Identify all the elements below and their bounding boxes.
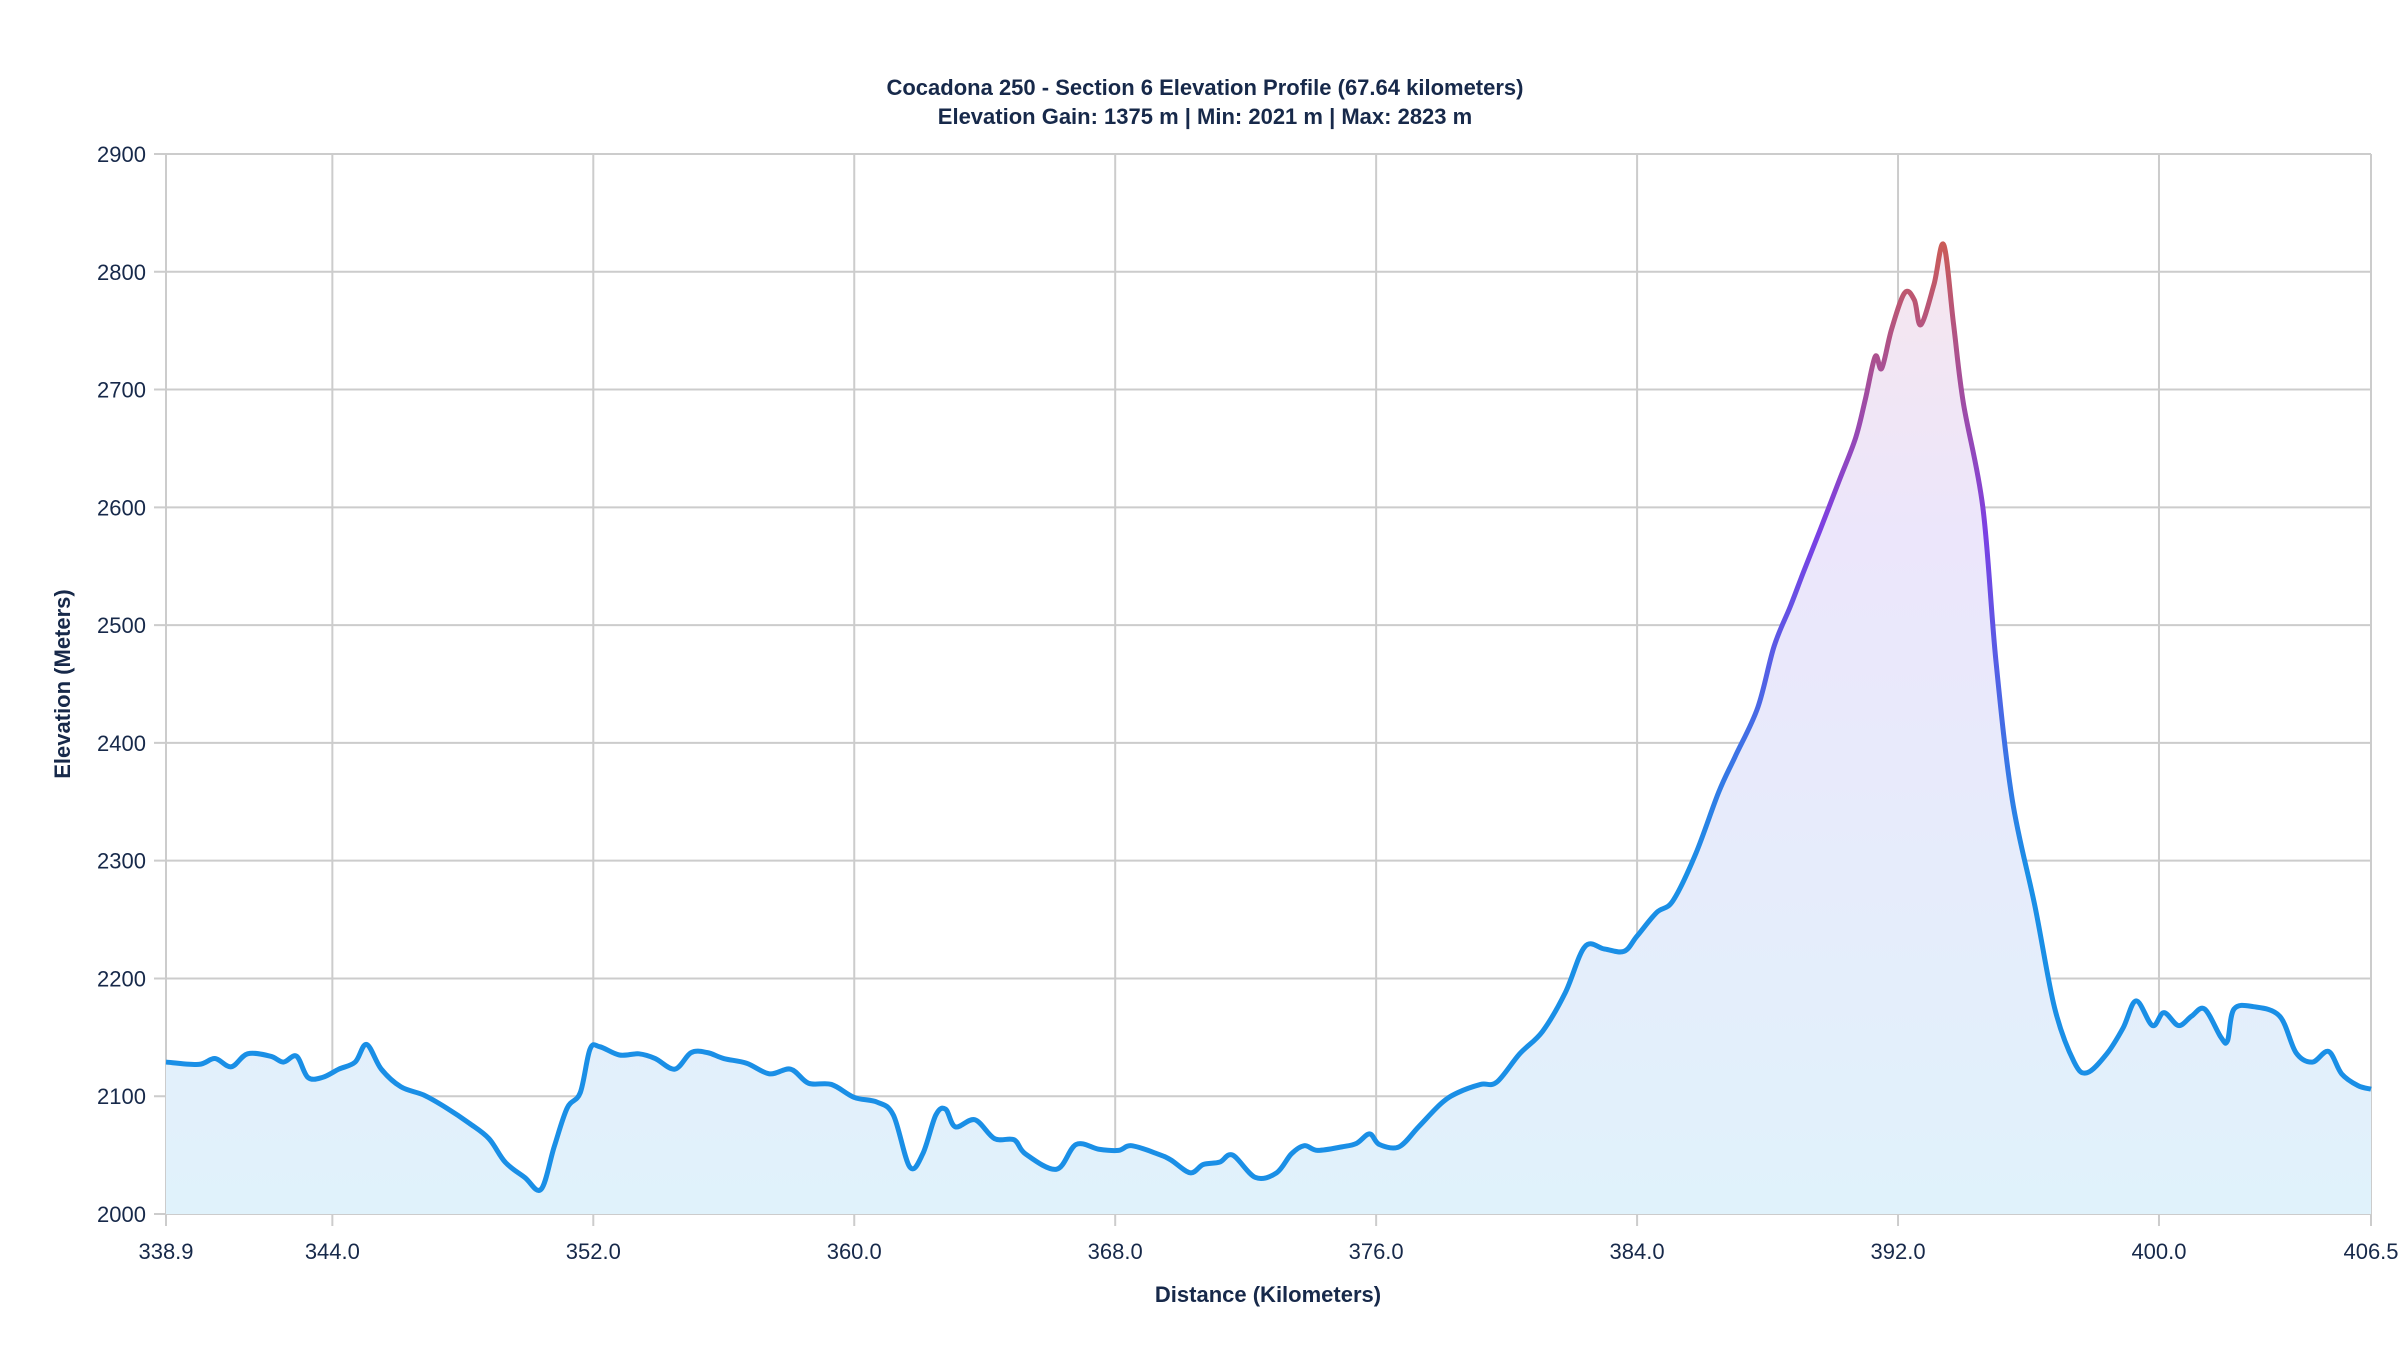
y-tick-label: 2500 bbox=[97, 613, 146, 638]
y-tick-label: 2700 bbox=[97, 378, 146, 403]
x-tick-label: 338.9 bbox=[138, 1239, 193, 1264]
x-tick-label: 344.0 bbox=[305, 1239, 360, 1264]
chart-subtitle: Elevation Gain: 1375 m | Min: 2021 m | M… bbox=[938, 104, 1472, 129]
x-tick-label: 406.5 bbox=[2343, 1239, 2398, 1264]
x-tick-label: 400.0 bbox=[2131, 1239, 2186, 1264]
y-tick-label: 2200 bbox=[97, 966, 146, 991]
x-tick-label: 376.0 bbox=[1349, 1239, 1404, 1264]
x-tick-label: 352.0 bbox=[566, 1239, 621, 1264]
x-tick-label: 384.0 bbox=[1610, 1239, 1665, 1264]
x-tick-label: 392.0 bbox=[1871, 1239, 1926, 1264]
y-axis-title: Elevation (Meters) bbox=[50, 589, 75, 779]
y-tick-label: 2900 bbox=[97, 142, 146, 167]
y-tick-label: 2100 bbox=[97, 1084, 146, 1109]
y-tick-label: 2400 bbox=[97, 731, 146, 756]
x-axis-title: Distance (Kilometers) bbox=[1155, 1282, 1381, 1307]
chart-title: Cocadona 250 - Section 6 Elevation Profi… bbox=[886, 75, 1523, 100]
elevation-area bbox=[166, 243, 2371, 1215]
x-tick-label: 360.0 bbox=[827, 1239, 882, 1264]
y-tick-label: 2600 bbox=[97, 495, 146, 520]
elevation-line bbox=[165, 241, 2372, 1193]
y-tick-label: 2000 bbox=[97, 1202, 146, 1227]
y-tick-label: 2800 bbox=[97, 260, 146, 285]
x-tick-label: 368.0 bbox=[1088, 1239, 1143, 1264]
y-tick-label: 2300 bbox=[97, 849, 146, 874]
ticks: 2000 2100 2200 2300 2400 2500 2600 2700 2800 2900… bbox=[97, 142, 2398, 1264]
